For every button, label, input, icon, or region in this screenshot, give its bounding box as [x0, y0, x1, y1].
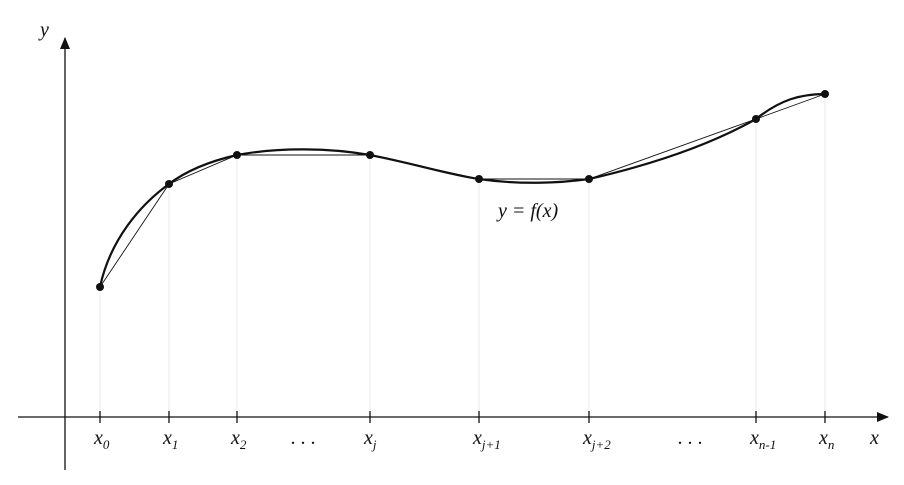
tick-label: x0	[93, 427, 110, 452]
x-axis-label: x	[869, 427, 879, 449]
tick-label-base: x	[230, 427, 240, 449]
node-point	[96, 283, 104, 291]
ellipsis: . . .	[291, 427, 316, 449]
node-point	[752, 115, 760, 123]
trapezoid-chords	[99, 93, 826, 288]
tick-label: xj+2	[582, 427, 611, 452]
tick-label: xn-1	[749, 427, 776, 452]
tick-label-sub: j+2	[590, 437, 611, 452]
y-axis-label: y	[38, 19, 49, 41]
tick-label: xj+1	[472, 427, 501, 452]
node-point	[366, 151, 374, 159]
node-point	[233, 151, 241, 159]
ellipsis: . . .	[678, 427, 703, 449]
tick-label: x2	[230, 427, 247, 452]
tick-label-base: x	[818, 427, 828, 449]
tick-label-base: x	[472, 427, 482, 449]
node-point	[165, 180, 173, 188]
tick-label-base: x	[363, 427, 373, 449]
tick-label: x1	[162, 427, 178, 452]
tick-label-base: x	[582, 427, 592, 449]
tick-label-sub: j	[371, 437, 377, 452]
tick-label-base: x	[162, 427, 172, 449]
tick-label-sub: n-1	[759, 437, 776, 452]
node-point	[821, 90, 829, 98]
tick-label: xn	[818, 427, 834, 452]
tick-label-sub: 0	[103, 437, 110, 452]
curve-label: y = f(x)	[496, 200, 558, 222]
tick-label-base: x	[93, 427, 103, 449]
node-point	[585, 175, 593, 183]
tick-label-sub: 2	[240, 437, 247, 452]
tick-label-sub: j+1	[480, 437, 501, 452]
node-point	[475, 175, 483, 183]
tick-label: xj	[363, 427, 377, 452]
tick-label-sub: n	[828, 437, 835, 452]
curve	[98, 92, 826, 288]
ticks: x0 x1 x2. . . xj xj+1 xj+2. . . xn-1 xn	[93, 90, 834, 452]
tick-label-sub: 1	[172, 437, 179, 452]
tick-label-base: x	[749, 427, 759, 449]
